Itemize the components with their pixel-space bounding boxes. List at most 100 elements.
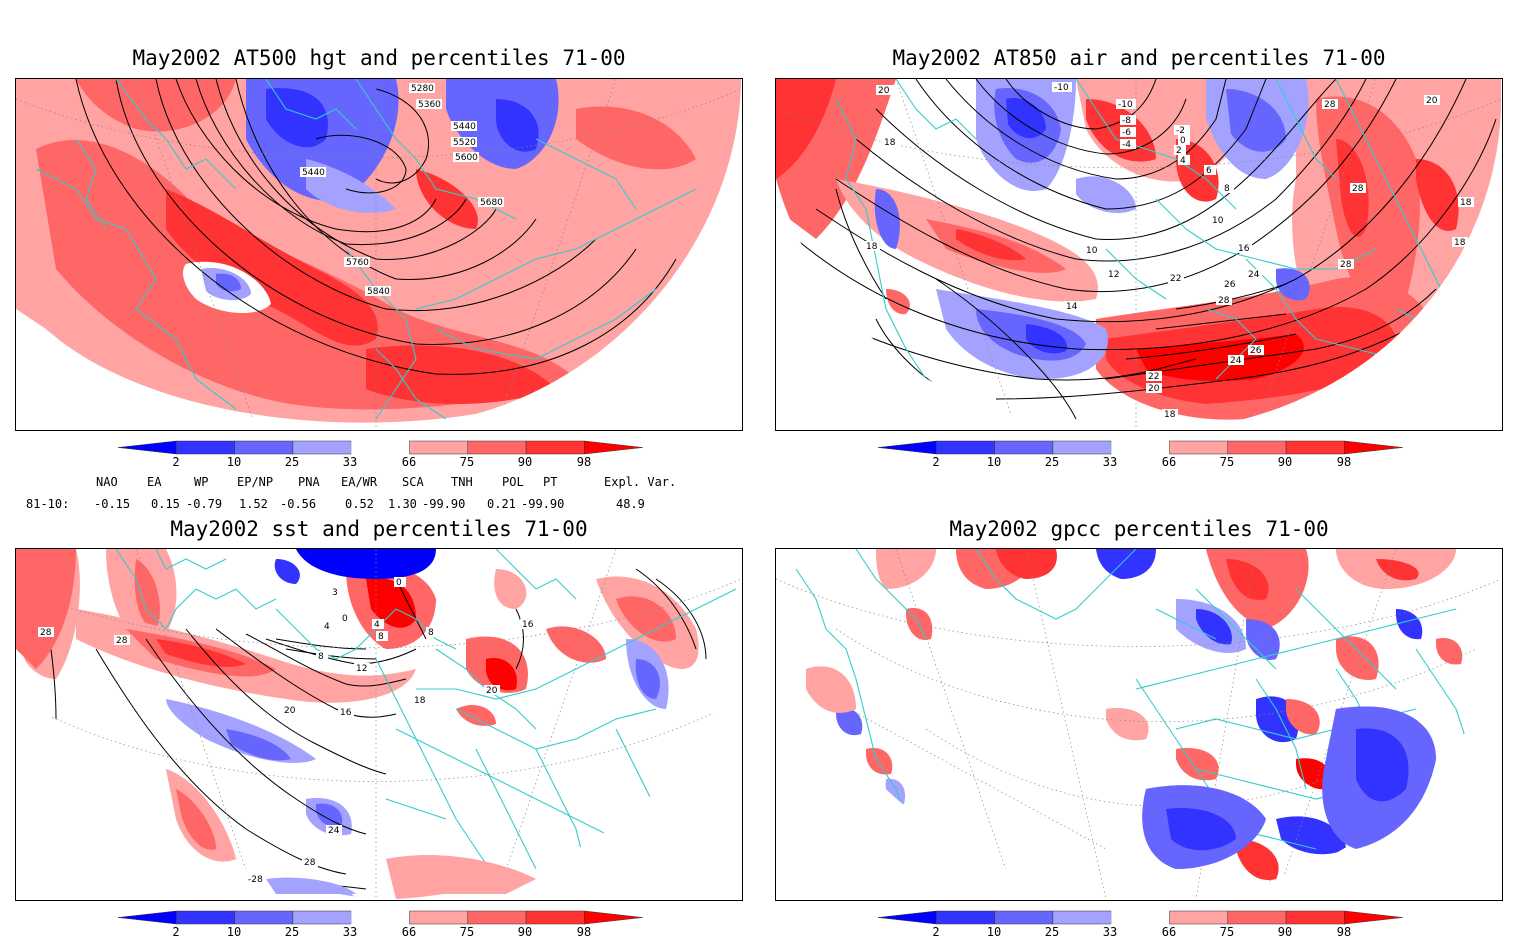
svg-text:0: 0	[342, 614, 348, 624]
panel-title-sst: May2002 sst and percentiles 71-00	[170, 517, 588, 541]
cb-label: 90	[517, 455, 533, 469]
svg-text:14: 14	[1066, 302, 1078, 312]
colorbar-3	[118, 910, 643, 925]
svg-text:-4: -4	[1122, 140, 1131, 150]
svg-text:28: 28	[40, 628, 52, 638]
svg-text:0: 0	[396, 578, 402, 588]
svg-text:6: 6	[1206, 166, 1212, 176]
contour-labels-air: 20 18 -10 -10 -8 -6 -4 -2 0 2 4 6 8 10 1…	[864, 82, 1474, 420]
cb-label: 33	[1102, 925, 1118, 939]
svg-text:8: 8	[1224, 184, 1230, 194]
colorbar-swatch	[1285, 440, 1345, 455]
colorbar-swatches	[118, 910, 643, 925]
index-header: WP	[194, 475, 209, 489]
svg-text:28: 28	[1218, 296, 1230, 306]
colorbar-swatch	[1169, 440, 1229, 455]
svg-text:20: 20	[486, 686, 498, 696]
svg-text:-10: -10	[1054, 83, 1069, 93]
cb-label: 66	[1161, 455, 1177, 469]
contour-labels-sst: 28 28 0 3 4 8 12 16 20 24 28 -28 0 4 8 8…	[38, 577, 536, 885]
index-header: EP/NP	[237, 475, 274, 489]
index-header: NAO	[96, 475, 118, 489]
svg-text:5280: 5280	[411, 84, 434, 94]
colorbar-swatch	[1052, 910, 1112, 925]
svg-text:5840: 5840	[367, 287, 390, 297]
index-value: -0.56	[280, 497, 317, 511]
svg-text:5760: 5760	[346, 258, 369, 268]
map-panel-air: 20 18 -10 -10 -8 -6 -4 -2 0 2 4 6 8 10 1…	[775, 78, 1503, 431]
colorbar-swatch	[1344, 440, 1403, 455]
cb-label: 10	[226, 455, 242, 469]
svg-text:2: 2	[1176, 146, 1182, 156]
svg-text:10: 10	[1086, 246, 1098, 256]
svg-text:28: 28	[304, 858, 316, 868]
svg-text:24: 24	[328, 826, 340, 836]
panel-title-air: May2002 AT850 air and percentiles 71-00	[892, 46, 1386, 70]
colorbar-swatch	[994, 440, 1054, 455]
svg-text:5440: 5440	[453, 122, 476, 132]
colorbar-swatch	[467, 910, 527, 925]
svg-text:20: 20	[1148, 384, 1160, 394]
svg-text:28: 28	[1352, 184, 1364, 194]
colorbar-labels-3: 2 10 25 33 66 75 90 98	[118, 925, 643, 940]
index-value: 0.21	[487, 497, 516, 511]
cb-label: 66	[401, 455, 417, 469]
map-gpcc	[776, 549, 1501, 899]
svg-text:4: 4	[1180, 156, 1186, 166]
colorbar-swatch	[584, 440, 643, 455]
svg-text:22: 22	[1148, 372, 1159, 382]
colorbar-swatch	[409, 910, 469, 925]
cb-label: 25	[284, 455, 300, 469]
colorbar-swatches	[878, 910, 1403, 925]
index-value: 0.15	[151, 497, 180, 511]
index-header: EA/WR	[341, 475, 378, 489]
cb-label: 98	[1336, 455, 1352, 469]
panel-title-gpcc: May2002 gpcc percentiles 71-00	[949, 517, 1329, 541]
svg-text:20: 20	[878, 86, 890, 96]
svg-text:-28: -28	[248, 875, 263, 885]
cb-label: 66	[401, 925, 417, 939]
colorbar-swatch	[878, 910, 937, 925]
colorbar-labels-2: 2 10 25 33 66 75 90 98	[878, 455, 1403, 471]
svg-text:4: 4	[324, 622, 330, 632]
cb-label: 98	[1336, 925, 1352, 939]
cb-label: 10	[226, 925, 242, 939]
cb-label: 33	[342, 455, 358, 469]
cb-label: 33	[342, 925, 358, 939]
colorbar-swatch	[1111, 441, 1170, 454]
colorbar-swatch	[525, 910, 585, 925]
svg-text:5520: 5520	[453, 138, 476, 148]
svg-text:20: 20	[1426, 96, 1438, 106]
svg-text:16: 16	[1238, 244, 1250, 254]
svg-text:3: 3	[332, 588, 338, 598]
cb-label: 75	[459, 925, 475, 939]
index-header: PNA	[298, 475, 320, 489]
index-value: 1.30	[388, 497, 417, 511]
svg-text:24: 24	[1248, 270, 1260, 280]
cb-label: 33	[1102, 455, 1118, 469]
colorbar-1	[118, 440, 643, 455]
cb-label: 2	[932, 925, 940, 939]
cb-label: 90	[517, 925, 533, 939]
colorbar-swatches	[878, 440, 1403, 455]
svg-text:12: 12	[1108, 270, 1119, 280]
svg-text:20: 20	[284, 706, 296, 716]
colorbar-swatch	[176, 440, 235, 455]
index-value: -99.90	[521, 497, 565, 511]
index-header: Expl. Var.	[604, 475, 677, 489]
svg-text:5600: 5600	[455, 153, 478, 163]
colorbar-swatch	[936, 910, 995, 925]
index-header: POL	[502, 475, 524, 489]
colorbar-swatch	[1227, 440, 1287, 455]
index-value-row: 81-10: -0.15 0.15 -0.79 1.52 -0.56 0.52 …	[0, 497, 760, 513]
cb-label: 66	[1161, 925, 1177, 939]
colorbar-swatch	[1169, 910, 1229, 925]
svg-text:28: 28	[1324, 100, 1336, 110]
colorbar-swatch	[525, 440, 585, 455]
svg-text:18: 18	[1454, 238, 1466, 248]
panel-title-hgt: May2002 AT500 hgt and percentiles 71-00	[132, 46, 626, 70]
cb-label: 2	[172, 925, 180, 939]
svg-text:24: 24	[1230, 356, 1242, 366]
index-header: SCA	[402, 475, 424, 489]
index-header: PT	[543, 475, 558, 489]
